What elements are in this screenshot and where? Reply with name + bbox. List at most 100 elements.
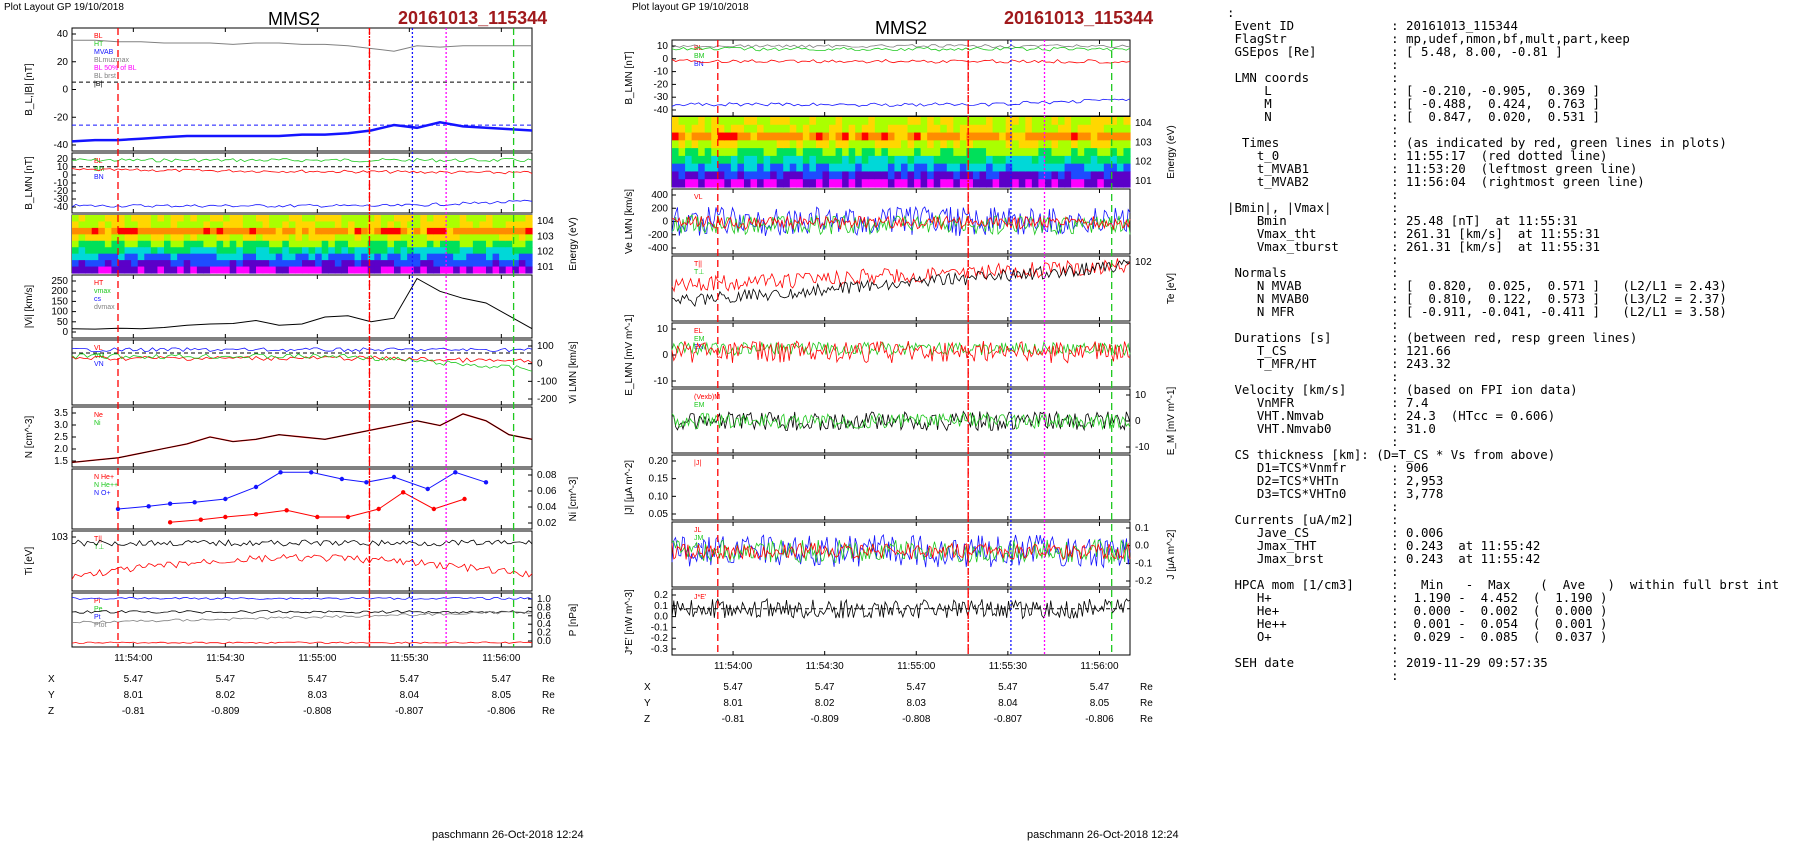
spectrogram-cell: [1012, 132, 1020, 141]
spectrogram-cell: [131, 266, 139, 274]
spectrogram-cell: [104, 240, 113, 248]
info-line: VHT.Nmvab0 : 31.0: [1227, 421, 1436, 436]
spectrogram-cell: [518, 247, 527, 255]
spectrogram-cell: [472, 215, 481, 223]
spectrogram-cell: [420, 221, 428, 229]
spectrogram-cell: [711, 155, 719, 165]
spectrogram-cell: [256, 260, 264, 268]
spectrogram-cell: [394, 215, 402, 223]
info-line: Bmin : 25.48 [nT] at 11:55:31: [1227, 213, 1578, 228]
spectrogram-cell: [249, 227, 257, 235]
spectrogram-cell: [91, 247, 99, 255]
spectrogram-cell: [229, 253, 237, 261]
spectrogram-cell: [894, 171, 902, 180]
spectrogram-cell: [288, 266, 297, 274]
spectrogram-cell: [118, 215, 126, 223]
spectrogram-cell: [242, 260, 251, 268]
spectrogram-cell: [118, 221, 126, 229]
spectrogram-cell: [269, 234, 277, 242]
y-tick-label: 103: [1135, 137, 1152, 148]
spectrogram-cell: [131, 227, 139, 235]
spectrogram-cell: [776, 148, 784, 157]
spectrogram-cell: [72, 215, 80, 223]
spectrogram-cell: [1123, 179, 1131, 188]
spectrogram-cell: [1103, 163, 1111, 173]
y-tick-label: 200: [651, 203, 668, 214]
spectrogram-cell: [466, 247, 474, 255]
spectrogram-cell: [1051, 140, 1059, 149]
spectrogram-cell: [229, 240, 237, 248]
spectrogram-cell: [972, 171, 981, 180]
spectrogram-cell: [901, 179, 909, 188]
spectrogram-cell: [966, 179, 974, 188]
spectrogram-cell: [1064, 171, 1072, 180]
spectrogram-cell: [433, 227, 441, 235]
spectrogram-cell: [743, 124, 752, 134]
spectrogram-cell: [183, 227, 191, 235]
spectrogram-cell: [1031, 117, 1039, 126]
position-value: -0.808: [303, 706, 332, 717]
spectrogram-cell: [111, 234, 119, 242]
y-tick-label: 104: [1135, 118, 1152, 129]
spectrogram-cell: [704, 117, 712, 126]
spectrogram-cell: [269, 247, 277, 255]
spectrogram-cell: [137, 253, 145, 261]
spectrogram-cell: [743, 179, 752, 188]
spectrogram-cell: [822, 171, 830, 180]
spectrogram-cell: [770, 179, 778, 188]
spectrogram-cell: [203, 240, 211, 248]
spectrogram-cell: [763, 163, 771, 173]
spectrogram-cell: [1038, 117, 1046, 126]
spectrogram-cell: [164, 266, 172, 274]
spectrogram-cell: [796, 148, 804, 157]
spectrogram-cell: [400, 253, 408, 261]
spectrogram-cell: [459, 260, 467, 268]
spectrogram-cell: [1123, 124, 1131, 134]
spectrogram-cell: [868, 148, 876, 157]
spectrogram-cell: [724, 155, 732, 165]
spectrogram-cell: [216, 247, 224, 255]
spectrogram-cell: [711, 124, 719, 134]
spectrogram-cell: [420, 227, 428, 235]
spectrogram-cell: [914, 155, 922, 165]
spectrogram-cell: [1018, 148, 1026, 157]
spectrogram-cell: [308, 260, 316, 268]
spectrogram-cell: [137, 215, 145, 223]
spectrogram-cell: [907, 117, 915, 126]
series-en: [671, 340, 1131, 364]
spectrogram-cell: [901, 132, 909, 141]
spectrogram-cell: [374, 260, 382, 268]
spectrogram-cell: [802, 117, 810, 126]
spectrogram-cell: [242, 240, 251, 248]
event-info-panel: : Event ID : 20161013_115344 FlagStr : m…: [1227, 5, 1797, 796]
spectrogram-cell: [315, 234, 323, 242]
spectrogram-cell: [1084, 117, 1092, 126]
spectrogram-cell: [196, 234, 205, 242]
spectrogram-cell: [229, 227, 237, 235]
spectrogram-cell: [914, 132, 922, 141]
spectrogram-cell: [505, 240, 513, 248]
spectrogram-cell: [874, 171, 882, 180]
series-t-perp: [671, 259, 1131, 308]
spectrogram-cell: [223, 247, 231, 255]
spectrogram-cell: [216, 260, 224, 268]
spectrogram-cell: [361, 247, 369, 255]
spectrogram-cell: [698, 148, 706, 157]
spectrogram-cell: [229, 234, 237, 242]
spectrogram-cell: [282, 221, 290, 229]
spectrogram-cell: [288, 234, 297, 242]
spectrogram-cell: [737, 148, 745, 157]
position-value: 8.04: [998, 698, 1018, 709]
legend-entry: HT: [94, 280, 104, 287]
spectrogram-cell: [907, 163, 915, 173]
spectrogram-cell: [242, 221, 251, 229]
spectrogram-cell: [183, 247, 191, 255]
spectrogram-cell: [1051, 132, 1059, 141]
spectrogram-cell: [72, 260, 80, 268]
spectrogram-cell: [459, 215, 467, 223]
spectrogram-cell: [940, 124, 948, 134]
series-bn: [71, 168, 533, 175]
spectrogram-cell: [223, 215, 231, 223]
spectrogram-cell: [959, 155, 968, 165]
spectrogram-cell: [1084, 163, 1092, 173]
